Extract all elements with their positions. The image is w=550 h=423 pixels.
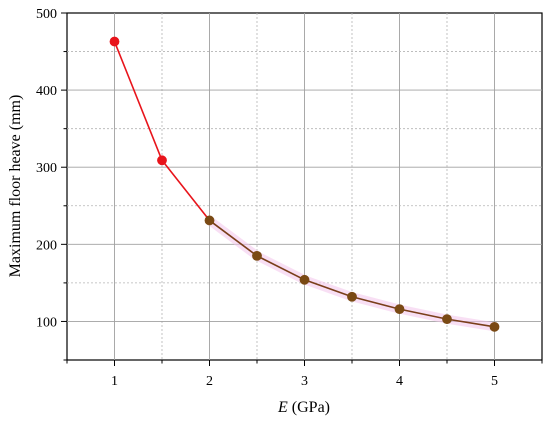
y-tick-label: 500 — [36, 7, 57, 22]
grid-lines — [67, 13, 542, 360]
line-segment — [113, 41, 163, 161]
axis-ticks — [61, 12, 543, 366]
data-point — [204, 215, 215, 226]
data-point — [489, 321, 500, 332]
y-tick-label: 300 — [36, 161, 57, 176]
data-point — [347, 291, 357, 302]
x-tick-label: 1 — [111, 374, 118, 389]
line-segment — [256, 255, 305, 281]
y-tick-label: 100 — [36, 315, 57, 330]
series-line — [113, 41, 495, 328]
data-point — [394, 304, 405, 315]
y-axis-title: Maximum floor heave (mm) — [7, 95, 24, 278]
data-point — [442, 314, 452, 325]
data-point — [299, 274, 310, 285]
plot-area: 1 2 3 4 5 100 200 300 400 500 — [36, 7, 543, 389]
x-tick-label: 3 — [301, 374, 308, 389]
data-point — [109, 36, 120, 47]
line-segment — [446, 318, 495, 328]
x-axis-title: E (GPa) — [277, 399, 330, 416]
y-tick-label: 200 — [36, 238, 57, 253]
line-segment — [304, 279, 353, 298]
x-tick-label: 4 — [396, 374, 403, 389]
y-tick-labels: 100 200 300 400 500 — [36, 7, 57, 330]
data-point — [252, 250, 262, 261]
y-tick-label: 400 — [36, 84, 57, 99]
line-segment — [399, 308, 448, 320]
line-segment — [161, 159, 211, 221]
x-tick-label: 5 — [491, 374, 498, 389]
line-segment — [209, 219, 258, 257]
x-tick-labels: 1 2 3 4 5 — [111, 374, 498, 389]
x-tick-label: 2 — [206, 374, 213, 389]
series-markers — [109, 36, 500, 332]
line-segment — [351, 295, 400, 310]
data-point — [157, 155, 167, 166]
